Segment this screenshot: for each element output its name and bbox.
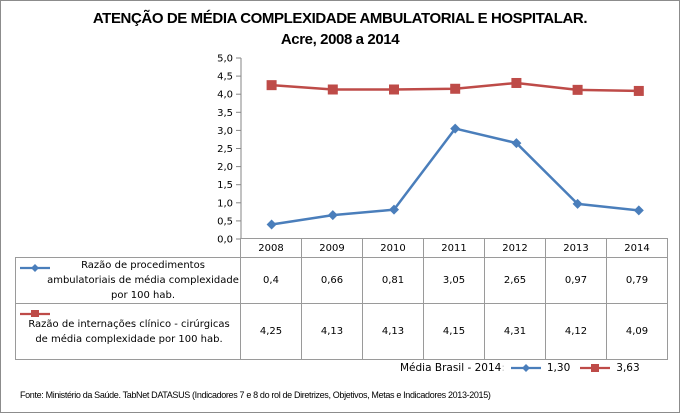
y-tick-label: 0,5 — [217, 216, 233, 227]
data-label: 2,65 — [484, 257, 546, 304]
x-tick-label: 2012 — [484, 238, 546, 258]
x-tick-label: 2014 — [606, 238, 668, 258]
data-point-diamond-2014 — [633, 205, 644, 216]
brazil-average-legend: Média Brasil - 2014 : 1,30 3,63 — [400, 362, 650, 374]
data-label: 0,4 — [240, 257, 302, 304]
table-row-internacoes: Razão de internações clínico - cirúrgica… — [15, 303, 668, 360]
series-line-1 — [271, 127, 639, 226]
data-label: 0,79 — [606, 257, 668, 304]
x-tick-label: 2011 — [423, 238, 485, 258]
y-tick-label: 1,5 — [217, 180, 233, 191]
data-point-diamond-2013 — [572, 198, 583, 209]
data-point-diamond-2011 — [450, 123, 461, 134]
x-tick-label: 2013 — [545, 238, 607, 258]
red-square-icon — [580, 364, 611, 372]
y-tick-label: 5,0 — [217, 54, 233, 65]
series-markers — [266, 77, 644, 230]
legend-label-internacoes: Razão de internações clínico - cirúrgica… — [28, 318, 230, 345]
y-tick-label: 3,0 — [217, 126, 233, 137]
data-label: 0,66 — [301, 257, 363, 304]
brazil-average-internacoes: 3,63 — [616, 362, 640, 374]
data-label: 0,97 — [545, 257, 607, 304]
data-point-square-2012 — [511, 77, 522, 88]
data-label: 4,31 — [484, 303, 546, 360]
data-label: 4,09 — [606, 303, 668, 360]
data-label: 3,05 — [423, 257, 485, 304]
data-point-square-2011 — [450, 83, 461, 94]
data-point-square-2008 — [266, 80, 277, 91]
series-lines — [271, 81, 639, 226]
legend-entry-internacoes: Razão de internações clínico - cirúrgica… — [15, 303, 241, 360]
table-header-row: 2008 2009 2010 2011 2012 2013 2014 — [15, 238, 668, 258]
table-row-ambulatorial: Razão de procedimentos ambulatoriais de … — [15, 257, 668, 304]
legend-key-blue-diamond-icon — [20, 264, 50, 272]
x-tick-label: 2009 — [301, 238, 363, 258]
y-tick-label: 2,0 — [217, 162, 233, 173]
x-tick-label: 2008 — [240, 238, 302, 258]
data-label: 0,81 — [362, 257, 424, 304]
y-tick-label: 4,5 — [217, 72, 233, 83]
data-label: 4,13 — [301, 303, 363, 360]
table-corner — [15, 238, 241, 258]
data-label: 4,25 — [240, 303, 302, 360]
data-point-diamond-2008 — [266, 219, 277, 230]
brazil-average-ambulatorial: 1,30 — [546, 362, 571, 374]
y-tick-label: 3,5 — [217, 108, 233, 119]
y-axis: 0,00,51,01,52,02,53,03,54,04,55,0 — [217, 54, 242, 246]
x-tick-label: 2010 — [362, 238, 424, 258]
data-point-diamond-2012 — [511, 138, 522, 149]
source-note: Fonte: Ministério da Saúde. TabNet DATAS… — [20, 390, 491, 400]
data-label: 4,12 — [545, 303, 607, 360]
legend-key-red-square-icon — [20, 310, 50, 317]
chart-subtitle: Acre, 2008 a 2014 — [280, 31, 400, 48]
data-label: 4,13 — [362, 303, 424, 360]
brazil-average-colon: : — [501, 362, 505, 374]
data-point-square-2014 — [633, 85, 644, 96]
chart-title: ATENÇÃO DE MÉDIA COMPLEXIDADE AMBULATORI… — [92, 10, 588, 27]
blue-diamond-icon — [510, 364, 541, 372]
legend-label-ambulatorial: Razão de procedimentos ambulatoriais de … — [47, 260, 239, 301]
brazil-average-label: Média Brasil - 2014 — [400, 362, 502, 374]
data-point-diamond-2009 — [327, 210, 338, 221]
data-point-diamond-2010 — [389, 204, 399, 215]
data-point-square-2009 — [327, 84, 338, 95]
data-point-square-2010 — [389, 84, 399, 95]
data-point-square-2013 — [572, 84, 583, 95]
data-label: 4,15 — [423, 303, 485, 360]
data-table: 2008 2009 2010 2011 2012 2013 2014 Razão de pr… — [15, 238, 668, 360]
legend-entry-ambulatorial: Razão de procedimentos ambulatoriais de … — [15, 257, 241, 304]
y-tick-label: 4,0 — [217, 90, 233, 101]
y-tick-label: 2,5 — [217, 144, 233, 155]
y-tick-label: 1,0 — [217, 198, 233, 209]
